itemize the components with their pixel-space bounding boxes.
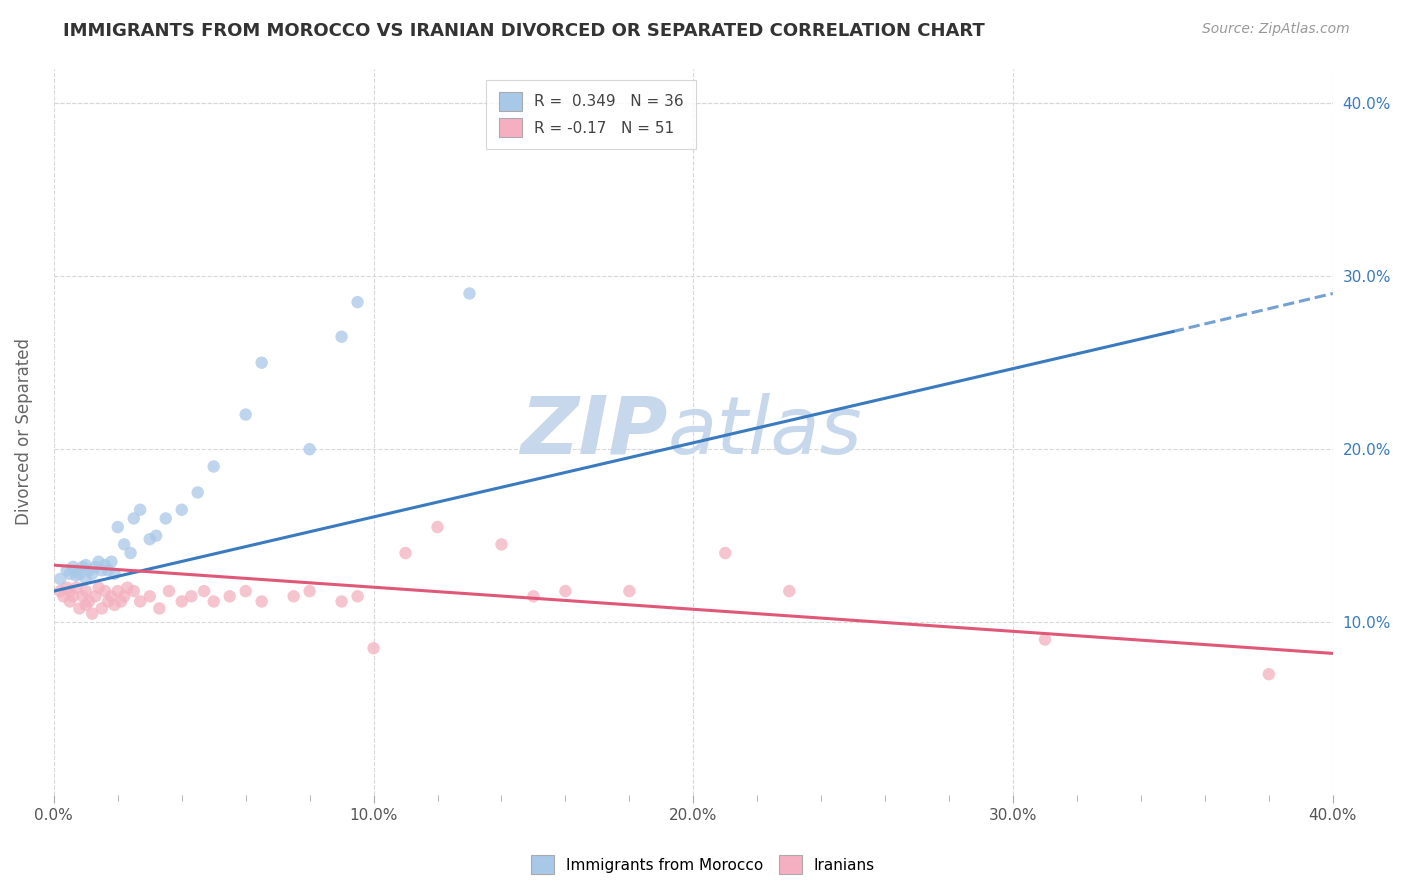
Point: [117, 581, 139, 595]
Point: [170, 594, 193, 608]
Point: [94, 558, 117, 573]
Point: [94, 584, 117, 599]
Point: [84, 589, 107, 603]
Point: [82, 607, 104, 621]
Point: [129, 594, 152, 608]
Point: [155, 511, 177, 525]
Point: [1257, 667, 1279, 681]
Point: [72, 560, 94, 574]
Point: [52, 589, 75, 603]
Point: [84, 560, 107, 574]
Point: [55, 563, 77, 577]
Point: [180, 589, 202, 603]
Point: [107, 520, 129, 534]
Point: [235, 584, 257, 599]
Point: [298, 584, 321, 599]
Point: [77, 563, 100, 577]
Point: [90, 563, 112, 577]
Point: [193, 584, 215, 599]
Point: [82, 566, 104, 581]
Text: atlas: atlas: [668, 392, 862, 471]
Point: [250, 594, 273, 608]
Point: [218, 589, 240, 603]
Point: [187, 485, 209, 500]
Point: [87, 581, 110, 595]
Point: [778, 584, 800, 599]
Point: [170, 502, 193, 516]
Point: [103, 566, 125, 581]
Point: [65, 581, 87, 595]
Point: [75, 572, 97, 586]
Point: [394, 546, 416, 560]
Point: [122, 511, 145, 525]
Point: [62, 589, 84, 603]
Point: [139, 532, 162, 546]
Point: [112, 537, 135, 551]
Point: [283, 589, 305, 603]
Point: [67, 566, 90, 581]
Point: [145, 529, 167, 543]
Point: [491, 537, 513, 551]
Point: [346, 295, 368, 310]
Point: [90, 601, 112, 615]
Point: [554, 584, 576, 599]
Point: [67, 601, 90, 615]
Point: [110, 594, 132, 608]
Point: [100, 589, 122, 603]
Point: [72, 589, 94, 603]
Point: [55, 581, 77, 595]
Legend: Immigrants from Morocco, Iranians: Immigrants from Morocco, Iranians: [524, 849, 882, 880]
Point: [87, 555, 110, 569]
Point: [75, 598, 97, 612]
Point: [77, 594, 100, 608]
Legend: R =  0.349   N = 36, R = -0.17   N = 51: R = 0.349 N = 36, R = -0.17 N = 51: [486, 79, 696, 149]
Point: [122, 584, 145, 599]
Point: [65, 568, 87, 582]
Point: [97, 594, 120, 608]
Point: [107, 584, 129, 599]
Point: [59, 566, 82, 581]
Point: [49, 572, 72, 586]
Point: [714, 546, 737, 560]
Point: [59, 584, 82, 599]
Text: Source: ZipAtlas.com: Source: ZipAtlas.com: [1202, 22, 1350, 37]
Point: [458, 286, 481, 301]
Point: [157, 584, 180, 599]
Point: [202, 459, 225, 474]
Point: [363, 641, 385, 656]
Point: [97, 563, 120, 577]
Point: [103, 598, 125, 612]
Point: [139, 589, 162, 603]
Text: IMMIGRANTS FROM MOROCCO VS IRANIAN DIVORCED OR SEPARATED CORRELATION CHART: IMMIGRANTS FROM MOROCCO VS IRANIAN DIVOR…: [63, 22, 986, 40]
Point: [100, 555, 122, 569]
Point: [120, 546, 142, 560]
Point: [129, 502, 152, 516]
Point: [330, 594, 353, 608]
Point: [49, 584, 72, 599]
Point: [346, 589, 368, 603]
Point: [148, 601, 170, 615]
Point: [59, 594, 82, 608]
Point: [65, 563, 87, 577]
Point: [426, 520, 449, 534]
Point: [202, 594, 225, 608]
Text: ZIP: ZIP: [520, 392, 668, 471]
Point: [75, 558, 97, 573]
Point: [75, 584, 97, 599]
Point: [522, 589, 544, 603]
Point: [62, 560, 84, 574]
Point: [330, 330, 353, 344]
Point: [298, 442, 321, 457]
Point: [235, 408, 257, 422]
Point: [112, 589, 135, 603]
Point: [1033, 632, 1056, 647]
Point: [250, 356, 273, 370]
Y-axis label: Divorced or Separated: Divorced or Separated: [15, 338, 32, 525]
Point: [619, 584, 641, 599]
